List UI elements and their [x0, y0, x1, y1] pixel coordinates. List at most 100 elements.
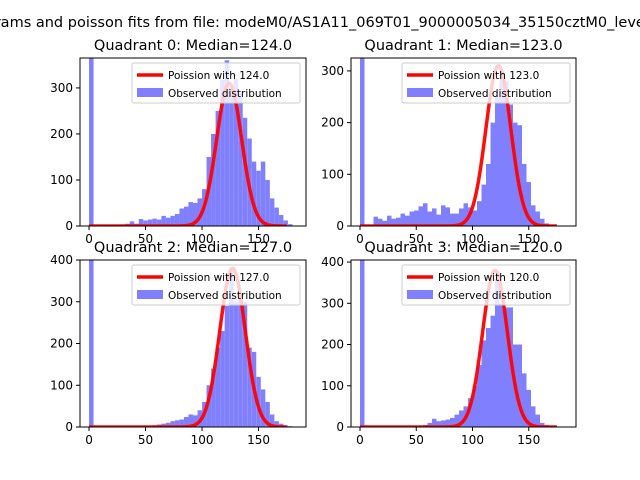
histogram-bar	[233, 301, 239, 427]
histogram-bar	[450, 417, 455, 427]
histogram-bar	[170, 421, 175, 427]
histogram-bar	[129, 221, 135, 226]
subplot-quadrant-3: 0 50 100 150 0 100 200 300 400 Poission with 120.…	[321, 240, 577, 447]
histogram-bar	[360, 260, 365, 427]
histogram-bar	[265, 401, 270, 427]
legend: Poission with 127.0 Observed distribution	[131, 264, 301, 306]
y-tick-label: 300	[321, 296, 344, 310]
x-tick-label: 100	[191, 232, 214, 246]
histogram-bar	[233, 78, 239, 226]
histogram-bar	[499, 303, 504, 427]
subplot-quadrant-1: 0 50 100 150 0 100 200 300 Poission with 123.0 Ob…	[321, 38, 577, 246]
x-tick-label: 50	[138, 433, 153, 447]
histogram-bar	[238, 92, 243, 226]
histogram-bar	[481, 184, 486, 226]
y-tick-label: 400	[50, 253, 73, 267]
axes-frame	[350, 57, 577, 227]
histogram-bar	[526, 182, 531, 226]
histogram-bar	[535, 211, 540, 226]
histogram-bar	[215, 347, 221, 427]
y-tick-label: 100	[50, 173, 73, 187]
histogram-bar	[215, 110, 221, 226]
histogram-bar	[174, 420, 180, 427]
x-tick-label: 150	[247, 232, 270, 246]
histogram-bar	[224, 305, 230, 427]
y-tick-label: 0	[336, 219, 344, 233]
y-tick-label: 0	[65, 219, 73, 233]
histogram-bar	[220, 330, 225, 427]
histogram-bar	[197, 198, 203, 226]
histogram-bar	[531, 205, 536, 226]
y-tick-label: 200	[50, 337, 73, 351]
histogram-bar	[211, 368, 216, 427]
histogram-bar	[414, 210, 419, 226]
histogram-bar	[432, 418, 437, 427]
histogram-bar	[373, 216, 378, 226]
figure-suptitle: Light curve histograms and poisson fits …	[0, 15, 640, 31]
histogram-bar	[396, 217, 401, 226]
histogram-bar	[405, 215, 410, 226]
legend-label-fit: Poission with 120.0	[438, 272, 539, 284]
histogram-bar	[531, 406, 536, 427]
histogram-bar	[423, 203, 428, 226]
histogram-bar	[229, 268, 234, 427]
subplot-title: Quadrant 1: Median=123.0	[364, 38, 562, 54]
histogram-bar	[165, 217, 171, 226]
histogram-bar	[472, 385, 477, 427]
histogram-bar	[152, 218, 157, 226]
histogram-bar	[490, 315, 495, 427]
histogram-bar	[450, 213, 455, 226]
y-tick-label: 400	[321, 255, 344, 269]
histogram-bar	[193, 415, 198, 427]
histogram-bar	[441, 205, 446, 226]
histogram-bar	[193, 202, 198, 226]
histogram-bar	[495, 278, 500, 427]
histogram-bar	[526, 389, 531, 427]
histogram-bar	[287, 224, 293, 226]
axes-frame	[350, 259, 577, 428]
histogram-bar	[468, 398, 473, 427]
histogram-bar	[445, 419, 450, 427]
legend: Poission with 120.0 Observed distribution	[401, 264, 571, 306]
histogram-bar	[522, 373, 527, 427]
x-tick-label: 100	[461, 433, 484, 447]
histogram-bar	[147, 219, 153, 226]
histogram-bar	[436, 421, 441, 427]
histogram-bar	[179, 419, 184, 427]
y-tick-label: 200	[321, 116, 344, 130]
legend-swatch-histogram	[407, 290, 433, 299]
histogram-bar	[477, 365, 482, 427]
histogram-bar	[247, 347, 252, 427]
histogram-bar	[188, 414, 193, 427]
y-tick-label: 0	[65, 420, 73, 434]
x-tick-label: 0	[356, 433, 364, 447]
histogram-bar	[260, 161, 266, 226]
histogram-bar	[535, 414, 540, 427]
histogram-bar	[427, 211, 432, 226]
histogram-bar	[504, 81, 509, 226]
legend-label-histogram: Observed distribution	[168, 88, 282, 100]
histogram-bar	[161, 215, 166, 226]
y-tick-label: 200	[321, 338, 344, 352]
histogram-bar	[418, 206, 423, 226]
histogram-bar	[409, 211, 414, 226]
histogram-bar	[251, 161, 257, 226]
y-tick-label: 100	[321, 379, 344, 393]
axes-frame	[79, 57, 307, 227]
histogram-bar	[378, 218, 383, 226]
histogram-bar	[360, 58, 365, 226]
histogram-bar	[89, 58, 94, 226]
y-tick-label: 300	[321, 64, 344, 78]
histogram-bar	[256, 170, 261, 226]
histogram-bar	[229, 87, 234, 226]
legend-box	[131, 62, 301, 104]
histogram-bar	[400, 213, 405, 226]
histogram-bar	[89, 260, 94, 427]
legend-swatch-histogram	[137, 290, 163, 299]
histogram-bar	[269, 414, 275, 427]
histogram-bar	[391, 218, 396, 226]
histogram-bar	[441, 420, 446, 427]
histogram-bars	[360, 58, 554, 226]
histogram-bar	[508, 104, 513, 226]
